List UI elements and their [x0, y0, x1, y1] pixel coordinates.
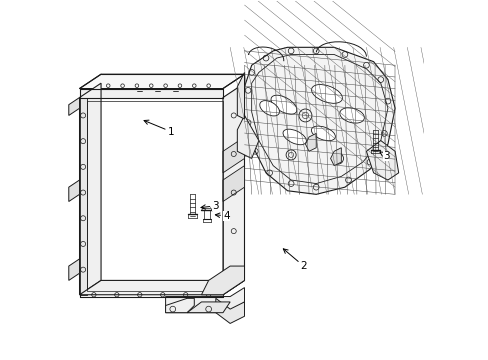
Polygon shape	[201, 266, 244, 295]
Ellipse shape	[270, 95, 296, 114]
Polygon shape	[69, 259, 80, 280]
Text: 3: 3	[201, 201, 219, 211]
Polygon shape	[215, 298, 244, 323]
Text: 2: 2	[283, 249, 306, 271]
Ellipse shape	[283, 129, 306, 145]
Ellipse shape	[311, 85, 342, 103]
Polygon shape	[165, 288, 244, 313]
Polygon shape	[69, 180, 80, 202]
Polygon shape	[165, 298, 194, 313]
Polygon shape	[223, 166, 244, 202]
Polygon shape	[237, 116, 258, 158]
Polygon shape	[80, 74, 244, 89]
Text: 3: 3	[379, 151, 388, 161]
Polygon shape	[244, 47, 394, 194]
Polygon shape	[223, 83, 244, 295]
Polygon shape	[187, 302, 230, 313]
Ellipse shape	[259, 101, 279, 116]
Polygon shape	[305, 134, 316, 151]
Polygon shape	[366, 140, 398, 180]
Polygon shape	[80, 280, 244, 295]
Polygon shape	[80, 89, 223, 98]
Ellipse shape	[339, 108, 364, 123]
Text: 1: 1	[144, 120, 174, 136]
Ellipse shape	[311, 126, 335, 141]
Text: 4: 4	[215, 211, 229, 221]
Polygon shape	[69, 98, 80, 116]
Polygon shape	[80, 83, 101, 295]
Polygon shape	[237, 72, 244, 119]
Polygon shape	[223, 137, 244, 173]
Polygon shape	[330, 148, 341, 166]
Polygon shape	[80, 98, 86, 295]
